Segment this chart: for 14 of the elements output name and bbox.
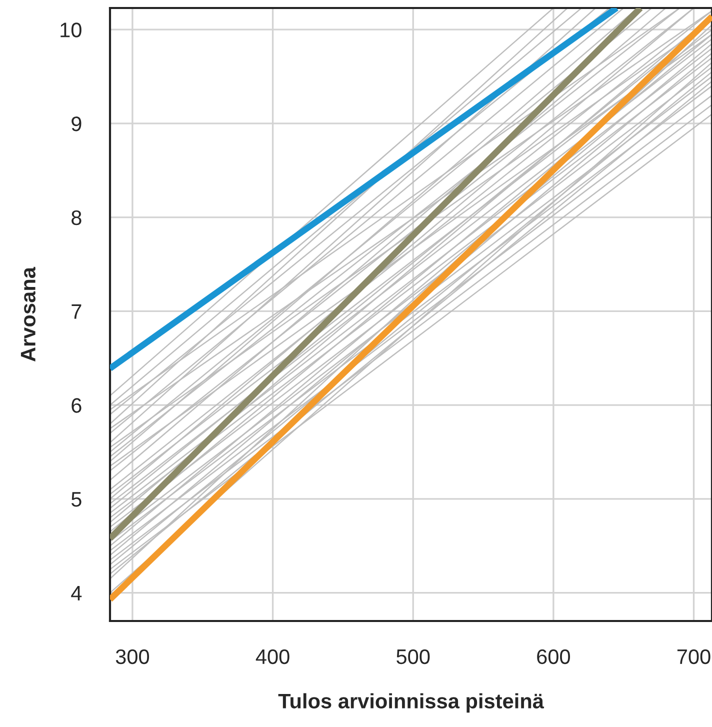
x-tick-label: 300 — [116, 649, 150, 664]
y-tick-label: 10 — [60, 22, 82, 38]
y-tick-label: 5 — [71, 492, 82, 507]
y-tick-label: 4 — [71, 586, 82, 600]
x-tick-label: 400 — [256, 649, 290, 664]
x-tick-label: 700 — [677, 649, 710, 664]
y-tick-label: 7 — [72, 304, 82, 319]
y-tick-label: 6 — [72, 398, 82, 413]
x-tick-label: 600 — [537, 649, 570, 664]
y-tick-label: 9 — [72, 116, 82, 132]
y-axis-title: Arvosana — [20, 266, 36, 362]
x-tick-label: 500 — [396, 649, 430, 664]
y-tick-label: 8 — [72, 210, 82, 226]
x-axis-title: Tulos arvioinnissa pisteinä — [278, 693, 544, 713]
